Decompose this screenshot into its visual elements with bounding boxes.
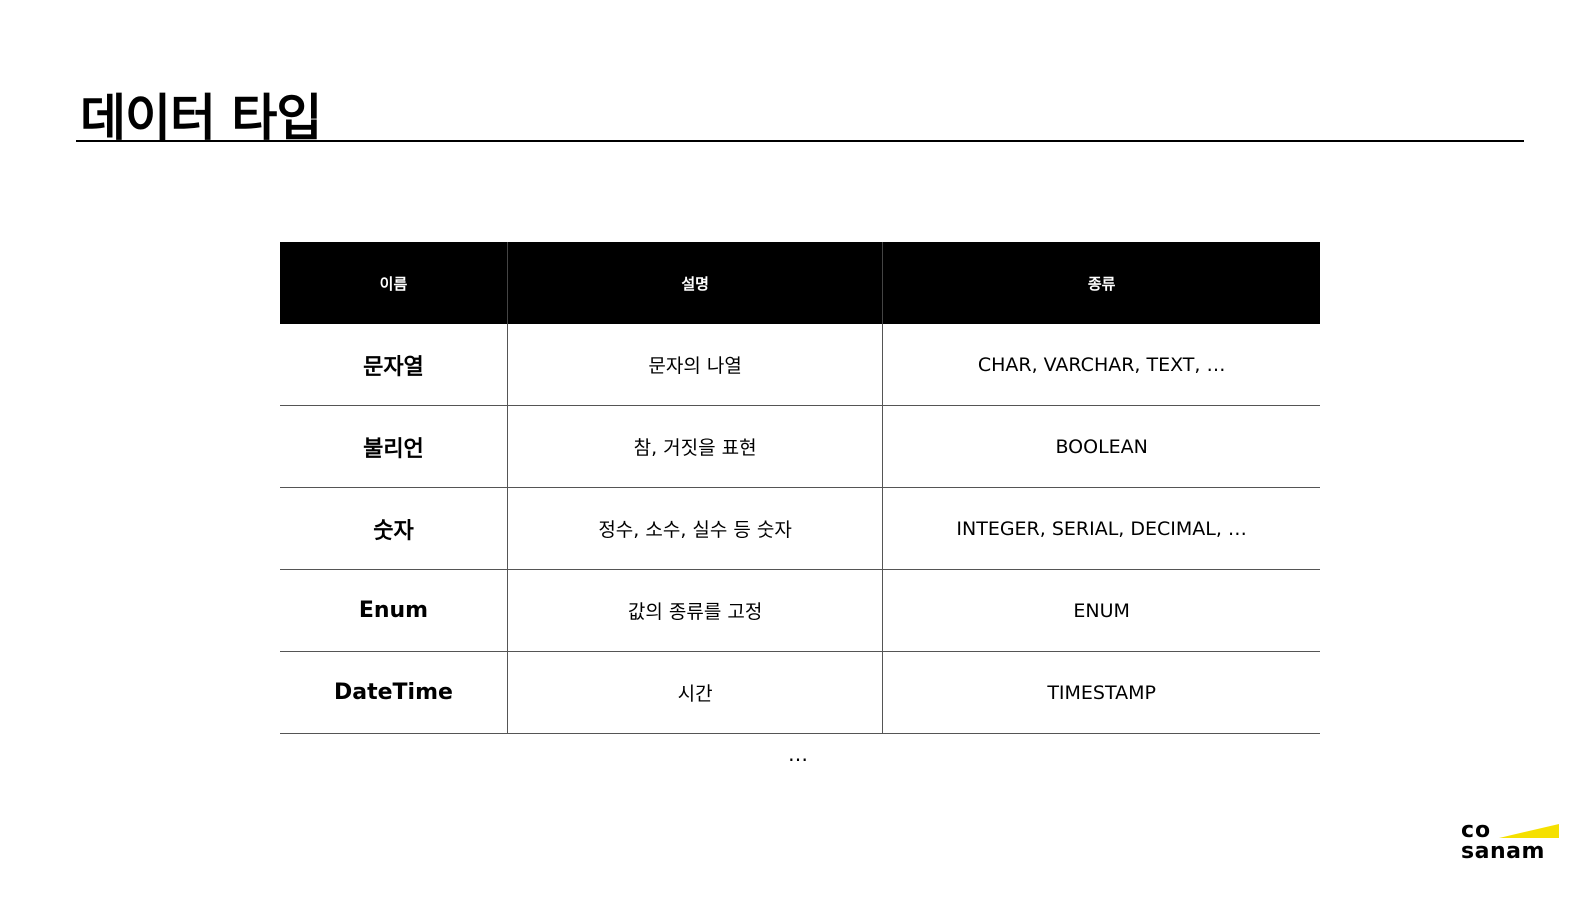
table-row: 불리언 참, 거짓을 표현 BOOLEAN [280,405,1320,488]
more-ellipsis: … [788,742,808,766]
cell-name: 숫자 [280,487,508,570]
logo-text-sanam: sanam [1461,839,1545,864]
cell-description: 값의 종류를 고정 [507,569,884,652]
table-row: Enum 값의 종류를 고정 ENUM [280,569,1320,652]
cell-name: 불리언 [280,405,508,488]
cell-description: 시간 [507,651,884,734]
header-description: 설명 [507,242,884,324]
cell-types: ENUM [882,569,1320,652]
title-divider [76,140,1524,142]
logo-wedge [1499,824,1559,838]
page-title: 데이터 타입 [80,89,322,147]
cell-description: 정수, 소수, 실수 등 숫자 [507,487,884,570]
cosanam-logo: co sanam [1461,820,1572,870]
cell-types: TIMESTAMP [882,651,1320,734]
cell-types: BOOLEAN [882,405,1320,488]
cell-name: 문자열 [280,324,508,406]
cell-name: DateTime [280,651,508,734]
cell-description: 문자의 나열 [507,324,884,406]
data-type-table: 이름 설명 종류 문자열 문자의 나열 CHAR, VARCHAR, TEXT, …… [280,242,1320,734]
header-name: 이름 [280,242,508,324]
cell-description: 참, 거짓을 표현 [507,405,884,488]
cell-types: INTEGER, SERIAL, DECIMAL, … [882,487,1320,570]
table-row: 숫자 정수, 소수, 실수 등 숫자 INTEGER, SERIAL, DECIMA… [280,487,1320,570]
cell-types: CHAR, VARCHAR, TEXT, … [882,324,1320,406]
table-row: DateTime 시간 TIMESTAMP [280,651,1320,734]
table-row: 문자열 문자의 나열 CHAR, VARCHAR, TEXT, … [280,324,1320,406]
cell-name: Enum [280,569,508,652]
table-header-row: 이름 설명 종류 [280,242,1320,324]
header-types: 종류 [882,242,1320,324]
logo-text-co: co [1461,818,1492,843]
